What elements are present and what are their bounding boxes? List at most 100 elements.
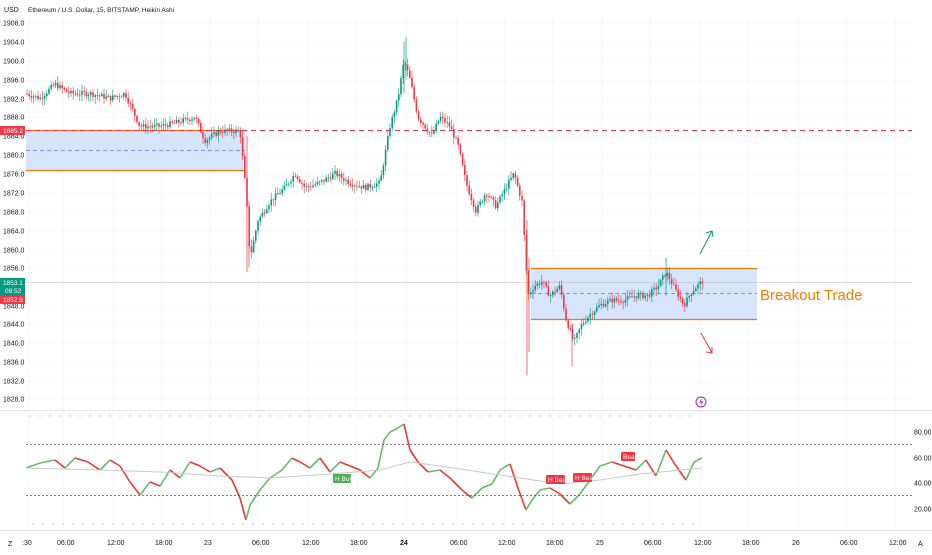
candle-body bbox=[101, 94, 103, 96]
candle-body bbox=[569, 328, 572, 330]
candle-body bbox=[571, 329, 574, 339]
h-bull-tag[interactable]: H Bull bbox=[333, 474, 353, 483]
time-tick-label: 18:00 bbox=[742, 540, 760, 547]
candle-body bbox=[494, 200, 497, 209]
indicator-dot bbox=[692, 523, 694, 525]
indicator-dot bbox=[29, 415, 31, 417]
indicator-dot bbox=[592, 523, 594, 525]
time-tick-label: 06:00 bbox=[840, 540, 858, 547]
candle-body bbox=[697, 284, 699, 289]
price-axis[interactable]: 1908.0 1904.0 1900.0 1896.0 1892.0 1888.0 1884… bbox=[3, 21, 25, 404]
candle-body bbox=[549, 295, 552, 296]
arrow-up-icon[interactable] bbox=[699, 230, 714, 255]
indicator-dot bbox=[532, 523, 534, 525]
candle-body bbox=[244, 156, 246, 178]
candle-body bbox=[503, 189, 506, 195]
candle-body bbox=[131, 104, 134, 109]
candle-body bbox=[510, 177, 512, 181]
candle-body bbox=[481, 201, 484, 202]
candle-body bbox=[675, 284, 677, 290]
candle-body bbox=[516, 177, 519, 186]
candle-body bbox=[525, 235, 528, 271]
h-bear-tag-1[interactable]: H Bear bbox=[546, 475, 569, 484]
candle-body bbox=[98, 95, 101, 97]
bear-tag[interactable]: Bear bbox=[621, 452, 638, 461]
indicator-dot bbox=[352, 523, 354, 525]
svg-text:H Bear: H Bear bbox=[575, 475, 596, 482]
auto-scale-button[interactable]: A bbox=[918, 541, 923, 548]
candle-body bbox=[552, 291, 554, 296]
candle-body bbox=[558, 285, 561, 289]
candle-body bbox=[376, 183, 378, 187]
indicator-dot bbox=[569, 415, 571, 417]
indicator-dot bbox=[409, 415, 411, 417]
indicator-dot bbox=[642, 523, 644, 525]
arrow-down-icon[interactable] bbox=[700, 332, 713, 354]
candle-body bbox=[270, 199, 272, 206]
indicator-dot bbox=[239, 415, 241, 417]
indicator-dot bbox=[69, 415, 71, 417]
candle-body bbox=[620, 300, 622, 303]
indicator-axis[interactable]: 80.00 60.00 40.00 20.00 bbox=[914, 430, 932, 514]
indicator-dot bbox=[462, 523, 464, 525]
candle-body bbox=[541, 281, 543, 285]
candle-body bbox=[164, 124, 167, 126]
candle-body bbox=[54, 82, 57, 86]
candle-body bbox=[112, 95, 114, 101]
indicator-segment bbox=[299, 461, 311, 469]
indicator-dot bbox=[479, 415, 481, 417]
candles[interactable] bbox=[26, 37, 704, 376]
indicator-tick-label: 80.00 bbox=[914, 430, 932, 437]
indicator-dot bbox=[259, 415, 261, 417]
candle-body bbox=[497, 202, 499, 209]
indicator-dot bbox=[389, 415, 391, 417]
indicator-dot bbox=[279, 415, 281, 417]
candle-body bbox=[624, 299, 627, 303]
candle-body bbox=[224, 129, 226, 134]
candle-body bbox=[527, 270, 530, 295]
time-axis[interactable]: :30 06:00 12:00 18:00 23 06:00 12:00 18:00 24 06:… bbox=[22, 540, 907, 547]
indicator-dot bbox=[182, 523, 184, 525]
svg-text:1885.2: 1885.2 bbox=[3, 128, 23, 135]
candle-body bbox=[329, 177, 332, 179]
indicator-dot bbox=[319, 415, 321, 417]
indicator-dot bbox=[612, 523, 614, 525]
indicator-dot bbox=[269, 415, 271, 417]
candle-body bbox=[125, 93, 127, 98]
breakout-trade-label[interactable]: Breakout Trade bbox=[760, 287, 863, 304]
candle-body bbox=[653, 287, 655, 290]
lightning-icon[interactable] bbox=[695, 396, 707, 408]
indicator-segment bbox=[369, 467, 379, 479]
indicator-segment bbox=[249, 489, 261, 506]
candle-body bbox=[659, 279, 662, 286]
candle-body bbox=[470, 194, 473, 201]
candle-body bbox=[648, 294, 651, 297]
candle-body bbox=[72, 90, 74, 94]
candle-body bbox=[404, 64, 407, 66]
indicator-dot bbox=[169, 415, 171, 417]
candle-body bbox=[442, 116, 444, 118]
indicator-segment bbox=[281, 457, 293, 471]
candle-body bbox=[138, 122, 140, 126]
indicator-dot bbox=[399, 415, 401, 417]
indicator-dot bbox=[619, 415, 621, 417]
candle-body bbox=[464, 165, 466, 176]
indicator-pane[interactable] bbox=[25, 415, 703, 525]
candle-body bbox=[406, 64, 409, 71]
candle-body bbox=[635, 296, 638, 298]
candle-body bbox=[233, 132, 235, 134]
candle-body bbox=[468, 185, 470, 195]
candle-body bbox=[145, 124, 147, 129]
left-zone-box[interactable] bbox=[26, 130, 245, 170]
candle-body bbox=[695, 288, 697, 291]
h-bear-tag-2[interactable]: H Bear bbox=[573, 473, 596, 482]
candle-body bbox=[574, 338, 576, 339]
indicator-segment bbox=[109, 459, 121, 467]
indicator-dot bbox=[302, 523, 304, 525]
candle-body bbox=[149, 126, 151, 128]
candle-body bbox=[371, 187, 374, 189]
symbol-title[interactable]: Ethereum / U.S. Dollar, 15, BITSTAMP, He… bbox=[28, 7, 174, 14]
timezone-button[interactable]: Z bbox=[8, 541, 13, 548]
candle-body bbox=[428, 131, 431, 133]
